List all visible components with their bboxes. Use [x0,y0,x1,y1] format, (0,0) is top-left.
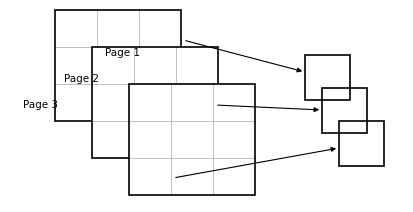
Bar [322,88,367,133]
Bar [129,84,255,195]
Text: Page 3: Page 3 [23,100,58,110]
Text: Page 2: Page 2 [64,74,99,84]
Bar [92,47,218,158]
Bar [305,55,350,100]
Bar [55,10,181,121]
Bar [92,47,218,158]
Bar [129,84,255,195]
Bar [305,55,350,100]
Bar [55,10,181,121]
Bar [339,121,384,166]
Bar [339,121,384,166]
Text: Page 1: Page 1 [105,48,140,58]
Bar [322,88,367,133]
